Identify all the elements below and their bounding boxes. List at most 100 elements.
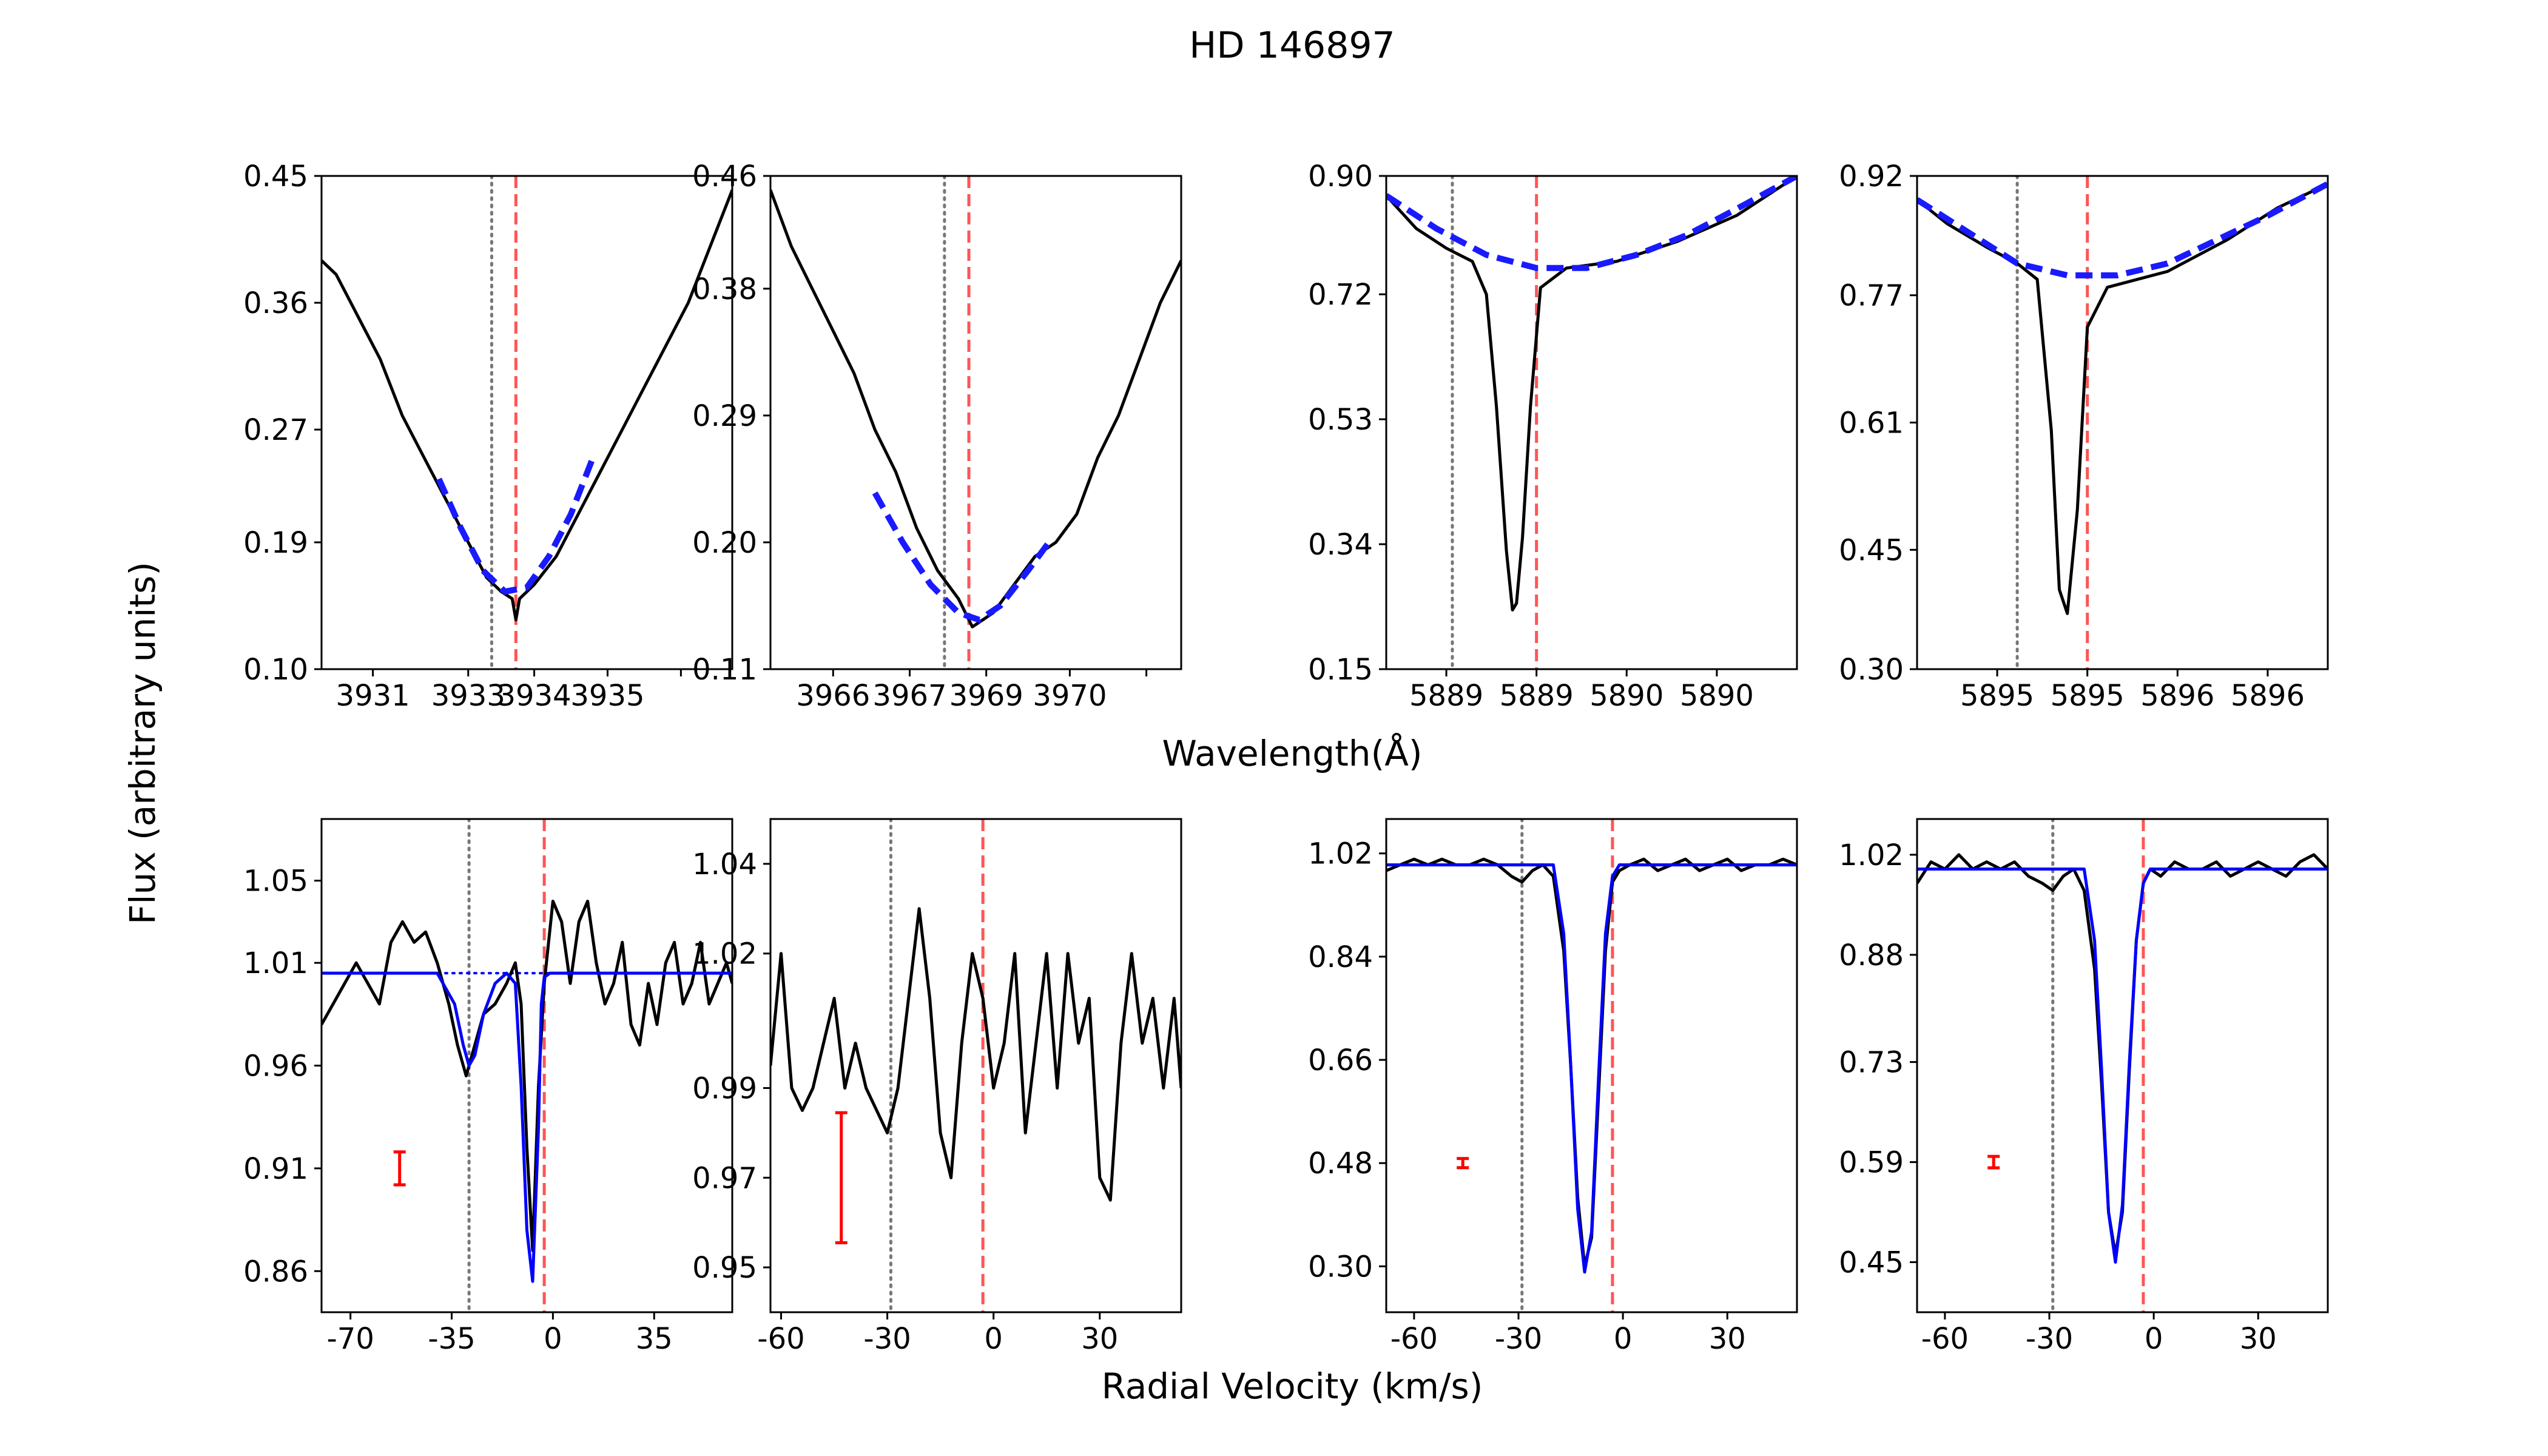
- y-tick-label: 0.99: [692, 1071, 757, 1105]
- x-tick-label: 0: [984, 1322, 1003, 1356]
- y-tick-label: 0.66: [1308, 1043, 1373, 1077]
- panel-ca-h-velocity: 0.95 0.97 0.99 1.02 1.04 -60 -30 0 30: [692, 818, 1182, 1356]
- y-tick-label: 0.97: [692, 1161, 757, 1195]
- fit-line: [1917, 868, 2328, 1264]
- plot-area: [322, 176, 732, 669]
- x-tick-label: -60: [1390, 1322, 1438, 1356]
- x-tick-label: 5890: [1589, 679, 1663, 713]
- x-tick-label: 3966: [796, 679, 870, 713]
- x-tick-label: 0: [1614, 1322, 1633, 1356]
- error-bar: [835, 1111, 848, 1244]
- x-tick-label: 3967: [872, 679, 946, 713]
- y-tick-label: 1.04: [692, 848, 757, 881]
- y-tick-label: 0.45: [243, 160, 308, 194]
- plot-area: [1917, 176, 2328, 669]
- axes-frame: [769, 175, 1182, 670]
- fit-line: [1386, 863, 1797, 1274]
- y-tick-label: 0.20: [692, 526, 757, 560]
- panel-na-d1-velocity: 0.45 0.59 0.73 0.88 1.02 -60 -30 0 30: [1839, 818, 2329, 1356]
- spectrum-line: [770, 907, 1181, 1202]
- continuum-fit-dashed-line: [872, 491, 1052, 624]
- y-tick-label: 0.48: [1308, 1147, 1373, 1181]
- y-tick-label: 1.02: [1308, 837, 1373, 871]
- x-tick-label: 0: [544, 1322, 562, 1356]
- y-tick-label: 0.73: [1839, 1046, 1904, 1080]
- x-tick-label: 5890: [1680, 679, 1754, 713]
- error-bar: [1987, 1154, 2000, 1170]
- x-tick-label: 3931: [336, 679, 410, 713]
- y-tick-label: 0.90: [1308, 160, 1373, 194]
- x-tick-label: 3969: [949, 679, 1023, 713]
- y-tick-label: 0.30: [1308, 1250, 1373, 1284]
- y-tick-label: 0.59: [1839, 1146, 1904, 1180]
- x-tick-label: 30: [1081, 1322, 1118, 1356]
- x-tick-label: -60: [1921, 1322, 1969, 1356]
- plot-area: [1386, 819, 1797, 1312]
- x-tick-label: 5895: [2051, 679, 2125, 713]
- y-tick-label: 0.38: [692, 272, 757, 306]
- y-tick-label: 0.72: [1308, 278, 1373, 312]
- y-tick-label: 0.19: [243, 526, 308, 560]
- x-tick-label: 5895: [1960, 679, 2034, 713]
- panel-na-d2-wavelength: 0.15 0.34 0.53 0.72 0.90 5889 5889 5890 5890: [1308, 160, 1798, 713]
- top-row-x-axis-label: Wavelength(Å): [1162, 732, 1423, 774]
- x-tick-label: 0: [2145, 1322, 2163, 1356]
- y-tick-label: 1.01: [243, 946, 308, 980]
- panel-na-d1-wavelength: 0.30 0.45 0.61 0.77 0.92 5895 5895 5896 5896: [1839, 160, 2329, 713]
- plot-area: [1917, 819, 2328, 1312]
- plot-area: [1386, 176, 1797, 669]
- y-tick-label: 0.15: [1308, 653, 1373, 687]
- bottom-row-x-axis-label: Radial Velocity (km/s): [1102, 1366, 1483, 1407]
- y-tick-label: 0.27: [243, 413, 308, 447]
- y-tick-label: 0.88: [1839, 939, 1904, 972]
- y-tick-label: 0.86: [243, 1255, 308, 1289]
- axes-frame: [320, 175, 733, 670]
- panel-na-d2-velocity: 0.30 0.48 0.66 0.84 1.02 -60 -30 0 30: [1308, 818, 1798, 1356]
- spectrum-line: [1386, 176, 1797, 612]
- x-tick-label: -30: [2026, 1322, 2073, 1356]
- x-tick-label: -70: [326, 1322, 374, 1356]
- y-tick-label: 0.91: [243, 1152, 308, 1186]
- x-tick-label: -60: [757, 1322, 804, 1356]
- y-tick-label: 0.61: [1839, 406, 1904, 440]
- y-tick-label: 1.02: [692, 937, 757, 971]
- y-tick-label: 0.36: [243, 286, 308, 320]
- x-tick-label: 3935: [570, 679, 644, 713]
- continuum-fit-dashed-line: [1386, 176, 1797, 271]
- x-tick-label: 5896: [2231, 679, 2305, 713]
- y-tick-label: 0.34: [1308, 528, 1373, 562]
- x-tick-label: 5889: [1409, 679, 1483, 713]
- axes-frame: [769, 818, 1182, 1313]
- x-tick-label: 5889: [1500, 679, 1574, 713]
- y-tick-label: 1.05: [243, 864, 308, 898]
- axes-frame: [1916, 175, 2329, 670]
- x-tick-label: 3934: [497, 679, 571, 713]
- x-tick-label: 5896: [2140, 679, 2214, 713]
- x-tick-label: -30: [863, 1322, 911, 1356]
- y-tick-label: 1.02: [1839, 838, 1904, 872]
- y-tick-label: 0.45: [1839, 533, 1904, 567]
- error-bar: [393, 1150, 406, 1187]
- panel-ca-k-velocity: 0.86 0.91 0.96 1.01 1.05 -70 -35 0 35: [243, 818, 733, 1356]
- x-tick-label: -30: [1495, 1322, 1542, 1356]
- y-tick-label: 0.95: [692, 1251, 757, 1285]
- y-tick-label: 0.11: [692, 653, 757, 687]
- panel-ca-h-wavelength: 0.11 0.20 0.29 0.38 0.46 3966 3967 3969 3970: [692, 160, 1182, 713]
- y-tick-label: 0.92: [1839, 160, 1904, 194]
- error-bar: [1457, 1157, 1469, 1170]
- y-tick-label: 0.10: [243, 653, 308, 687]
- x-tick-label: 30: [1709, 1322, 1746, 1356]
- y-tick-label: 0.53: [1308, 403, 1373, 437]
- y-tick-label: 0.77: [1839, 279, 1904, 313]
- continuum-fit-dashed-line: [436, 456, 596, 595]
- plot-area: [770, 819, 1181, 1312]
- y-axis-label: Flux (arbitrary units): [122, 562, 163, 925]
- spectrum-line: [1917, 182, 2328, 615]
- spectrum-line: [322, 189, 732, 622]
- y-tick-label: 0.84: [1308, 940, 1373, 974]
- x-tick-label: -35: [428, 1322, 475, 1356]
- plot-area: [322, 819, 732, 1312]
- x-tick-label: 30: [2240, 1322, 2277, 1356]
